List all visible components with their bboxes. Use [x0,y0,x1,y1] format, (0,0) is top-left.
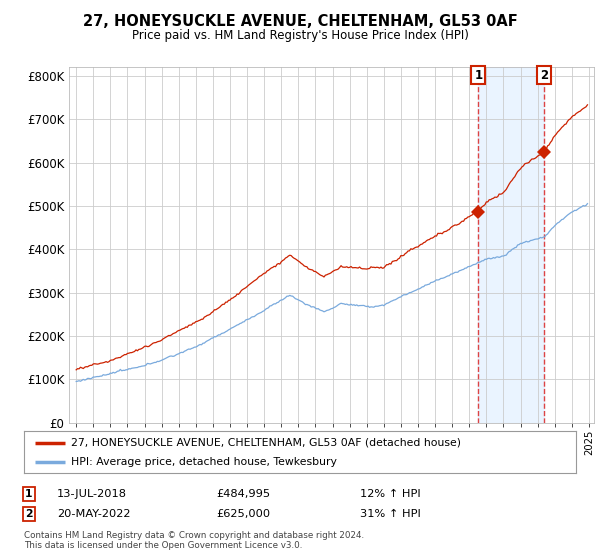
Text: Contains HM Land Registry data © Crown copyright and database right 2024.
This d: Contains HM Land Registry data © Crown c… [24,531,364,550]
Text: £625,000: £625,000 [216,509,270,519]
Text: 20-MAY-2022: 20-MAY-2022 [57,509,131,519]
Bar [478,67,544,423]
Text: 31% ↑ HPI: 31% ↑ HPI [360,509,421,519]
Text: 13-JUL-2018: 13-JUL-2018 [57,489,127,499]
Text: 27, HONEYSUCKLE AVENUE, CHELTENHAM, GL53 0AF: 27, HONEYSUCKLE AVENUE, CHELTENHAM, GL53… [83,14,517,29]
Text: 2: 2 [25,509,32,519]
Text: 1: 1 [475,68,482,82]
Text: 1: 1 [25,489,32,499]
Text: 12% ↑ HPI: 12% ↑ HPI [360,489,421,499]
Text: HPI: Average price, detached house, Tewkesbury: HPI: Average price, detached house, Tewk… [71,457,337,467]
Text: £484,995: £484,995 [216,489,270,499]
Text: 27, HONEYSUCKLE AVENUE, CHELTENHAM, GL53 0AF (detached house): 27, HONEYSUCKLE AVENUE, CHELTENHAM, GL53… [71,437,461,447]
Text: 2: 2 [540,68,548,82]
Text: Price paid vs. HM Land Registry's House Price Index (HPI): Price paid vs. HM Land Registry's House … [131,29,469,42]
